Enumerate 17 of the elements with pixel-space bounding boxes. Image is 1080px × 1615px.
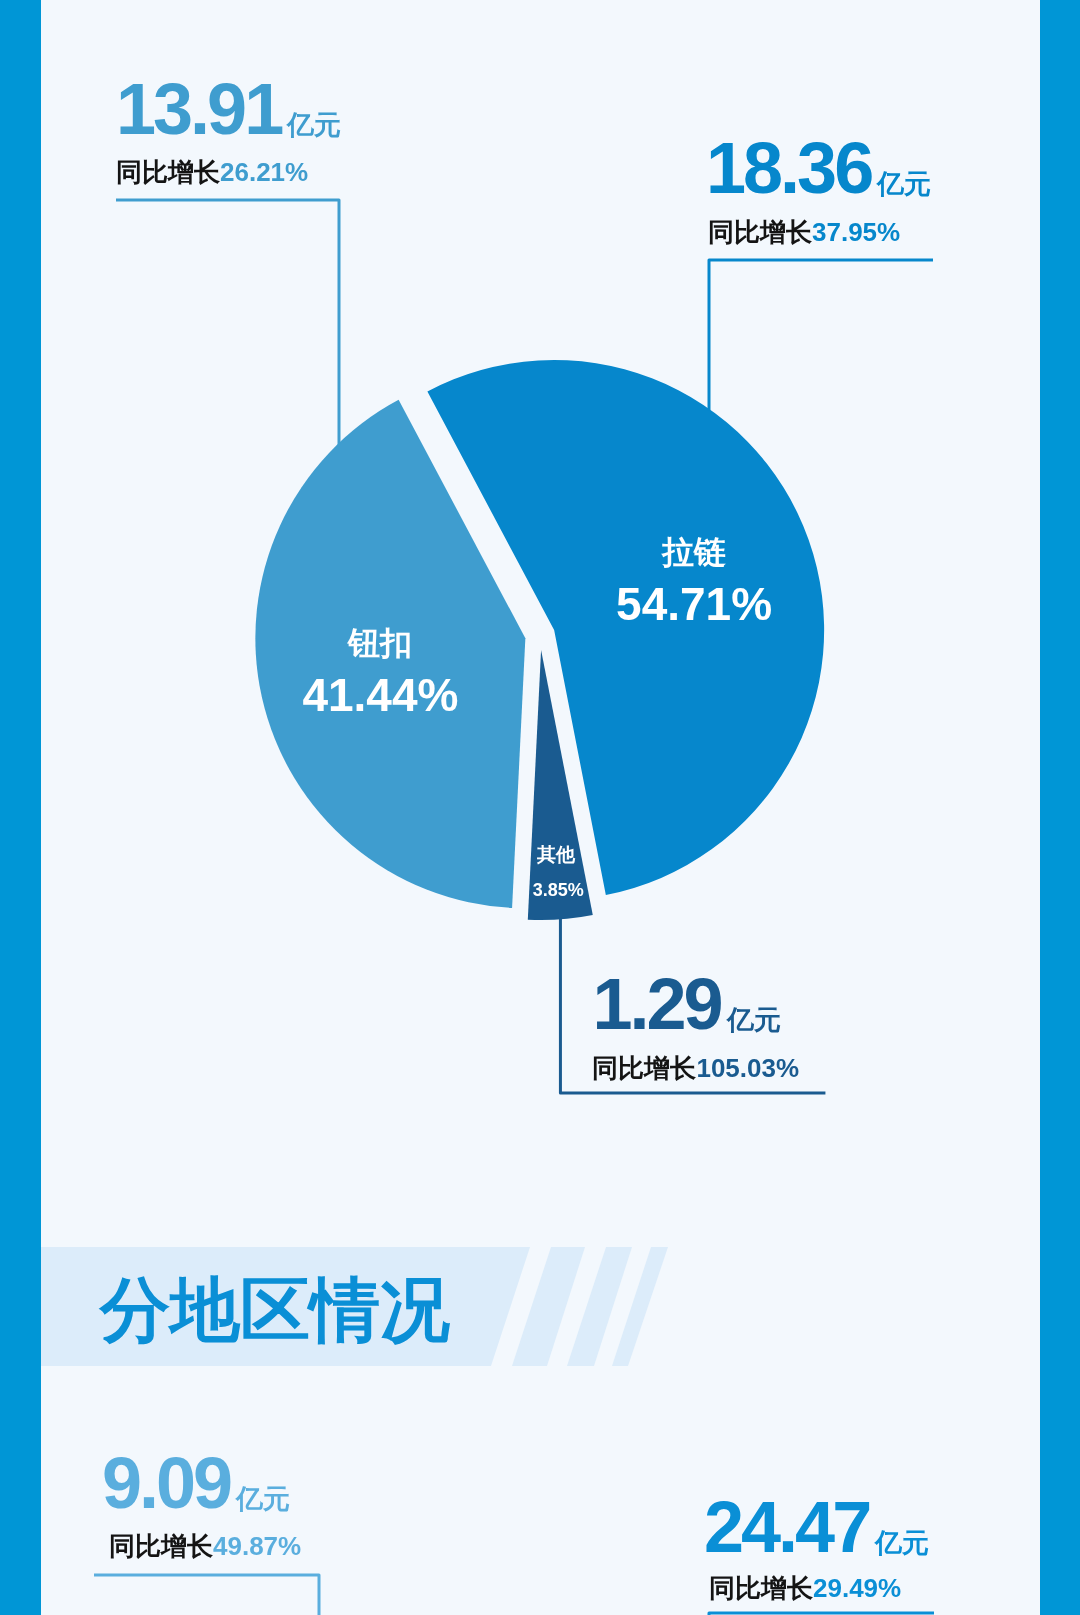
annotation: 13.91亿元: [116, 69, 342, 149]
data-label: 41.44%: [302, 668, 459, 721]
annotation: 同比增长29.49%: [709, 1573, 902, 1603]
data-label: 54.71%: [616, 578, 773, 631]
slice-label: 其他: [536, 844, 575, 866]
title: 分地区情况: [100, 1271, 450, 1349]
annotation: 1.29亿元: [592, 964, 781, 1044]
slice-label: 拉链: [662, 534, 727, 571]
annotation: 同比增长26.21%: [116, 157, 309, 187]
annotation: 同比增长49.87%: [109, 1531, 302, 1561]
annotation: 18.36亿元: [706, 128, 932, 208]
annotation: 24.47亿元: [704, 1487, 930, 1567]
slice-label: 钮扣: [348, 624, 413, 661]
data-label: 3.85%: [532, 879, 584, 900]
annotation: 同比增长105.03%: [592, 1053, 800, 1083]
annotation: 同比增长37.95%: [708, 217, 901, 247]
annotation: 9.09亿元: [102, 1443, 291, 1523]
